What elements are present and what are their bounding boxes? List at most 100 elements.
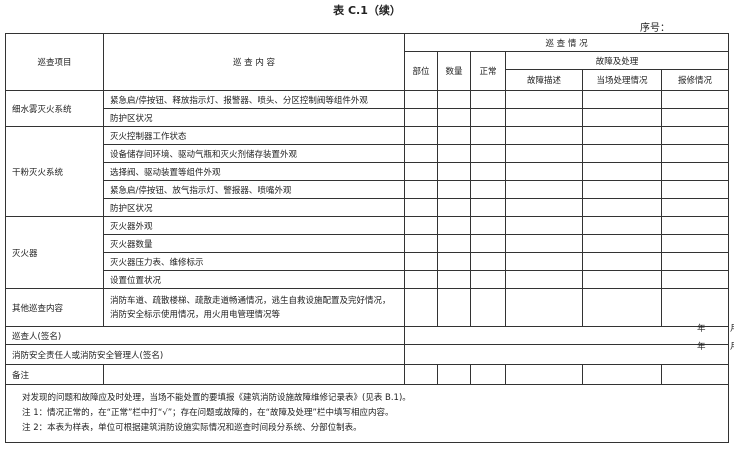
onsite-cell[interactable] <box>582 216 662 235</box>
month-label: 月 <box>730 322 734 334</box>
onsite-cell[interactable] <box>582 126 662 145</box>
onsite-cell[interactable] <box>582 108 662 127</box>
repair-cell[interactable] <box>660 90 730 109</box>
location-cell[interactable] <box>404 144 438 163</box>
location-cell[interactable] <box>404 126 438 145</box>
header-normal: 正常 <box>470 51 506 91</box>
location-cell[interactable] <box>404 162 438 181</box>
remarks-label: 备注 <box>5 364 104 385</box>
location-cell[interactable] <box>404 90 438 109</box>
repair-cell[interactable] <box>660 162 730 181</box>
quantity-cell[interactable] <box>437 270 471 289</box>
onsite-cell[interactable] <box>582 144 662 163</box>
table-row: 防护区状况 <box>6 198 730 217</box>
inspection-content: 紧急启/停按钮、释放指示灯、报警器、喷头、分区控制阀等组件外观 <box>103 90 405 109</box>
quantity-cell[interactable] <box>437 252 471 271</box>
inspection-content: 灭火器数量 <box>103 234 405 253</box>
inspection-content: 灭火器压力表、维修标示 <box>103 252 405 271</box>
inspector-signature-field[interactable]: 年月日 <box>403 324 734 345</box>
normal-cell[interactable] <box>470 108 506 127</box>
header-fault-handling: 故障及处理 <box>504 51 730 70</box>
quantity-cell[interactable] <box>437 90 471 109</box>
repair-cell[interactable] <box>660 288 730 327</box>
inspection-content: 选择阀、驱动装置等组件外观 <box>103 162 405 181</box>
repair-cell[interactable] <box>660 252 730 271</box>
normal-cell[interactable] <box>470 288 506 327</box>
location-cell[interactable] <box>404 270 438 289</box>
fault-desc-cell[interactable] <box>505 216 583 235</box>
repair-cell[interactable] <box>660 216 730 235</box>
onsite-cell[interactable] <box>582 90 662 109</box>
location-cell[interactable] <box>404 108 438 127</box>
fault-desc-cell[interactable] <box>505 270 583 289</box>
inspection-content: 消防车道、疏散楼梯、疏散走道畅通情况，逃生自救设施配置及完好情况，消防安全标示使… <box>103 288 405 327</box>
header-repair: 报修情况 <box>660 69 730 91</box>
normal-cell[interactable] <box>470 216 506 235</box>
fault-desc-cell[interactable] <box>505 180 583 199</box>
onsite-cell[interactable] <box>582 162 662 181</box>
serial-number-label: 序号： <box>640 23 670 34</box>
header-quantity: 数量 <box>437 51 471 91</box>
inspection-item: 其他巡查内容 <box>5 288 104 327</box>
fault-desc-cell[interactable] <box>505 90 583 109</box>
fault-desc-cell[interactable] <box>505 144 583 163</box>
quantity-cell[interactable] <box>437 144 471 163</box>
fault-desc-cell[interactable] <box>505 234 583 253</box>
fault-desc-cell[interactable] <box>505 108 583 127</box>
quantity-cell[interactable] <box>437 216 471 235</box>
quantity-cell[interactable] <box>437 126 471 145</box>
onsite-cell[interactable] <box>582 234 662 253</box>
table-row: 干粉灭火系统 灭火控制器工作状态 <box>5 126 730 217</box>
table-row: 细水雾灭火系统 紧急启/停按钮、释放指示灯、报警器、喷头、分区控制阀等组件外观 <box>5 90 730 127</box>
repair-cell[interactable] <box>660 180 730 199</box>
repair-cell[interactable] <box>660 198 730 217</box>
quantity-cell[interactable] <box>437 288 471 327</box>
quantity-cell[interactable] <box>437 180 471 199</box>
quantity-cell[interactable] <box>437 108 471 127</box>
fault-desc-cell[interactable] <box>505 162 583 181</box>
normal-cell[interactable] <box>470 90 506 109</box>
inspection-content: 防护区状况 <box>103 108 405 127</box>
note-0: 对发现的问题和故障应及时处理，当场不能处置的要填报《建筑消防设施故障维修记录表》… <box>22 393 411 403</box>
repair-cell[interactable] <box>660 144 730 163</box>
onsite-cell[interactable] <box>582 198 662 217</box>
year-label: 年 <box>697 342 706 352</box>
onsite-cell[interactable] <box>582 270 662 289</box>
location-cell[interactable] <box>404 180 438 199</box>
normal-cell[interactable] <box>470 234 506 253</box>
table-row: 防护区状况 <box>6 108 730 127</box>
normal-cell[interactable] <box>470 252 506 271</box>
fault-desc-cell[interactable] <box>505 252 583 271</box>
inspection-item: 细水雾灭火系统 <box>5 90 104 127</box>
onsite-cell[interactable] <box>582 252 662 271</box>
normal-cell[interactable] <box>470 198 506 217</box>
repair-cell[interactable] <box>660 270 730 289</box>
fault-desc-cell[interactable] <box>505 126 583 145</box>
table-row: 设置位置状况 <box>6 270 730 289</box>
location-cell[interactable] <box>404 216 438 235</box>
location-cell[interactable] <box>404 288 438 327</box>
manager-signature-field[interactable]: 年月日 <box>403 342 734 365</box>
fault-desc-cell[interactable] <box>505 198 583 217</box>
normal-cell[interactable] <box>470 180 506 199</box>
location-cell[interactable] <box>404 252 438 271</box>
onsite-cell[interactable] <box>582 288 662 327</box>
repair-cell[interactable] <box>660 108 730 127</box>
inspection-content: 灭火器外观 <box>103 216 405 235</box>
repair-cell[interactable] <box>660 126 730 145</box>
location-cell[interactable] <box>404 198 438 217</box>
normal-cell[interactable] <box>470 162 506 181</box>
location-cell[interactable] <box>404 234 438 253</box>
remarks-field[interactable] <box>103 364 405 385</box>
repair-cell[interactable] <box>660 234 730 253</box>
onsite-cell[interactable] <box>582 180 662 199</box>
normal-cell[interactable] <box>470 126 506 145</box>
quantity-cell[interactable] <box>437 234 471 253</box>
normal-cell[interactable] <box>470 144 506 163</box>
quantity-cell[interactable] <box>437 162 471 181</box>
inspection-content: 设置位置状况 <box>103 270 405 289</box>
quantity-cell[interactable] <box>437 198 471 217</box>
inspector-signature-label: 巡查人(签名) <box>5 326 405 345</box>
fault-desc-cell[interactable] <box>505 288 583 327</box>
normal-cell[interactable] <box>470 270 506 289</box>
